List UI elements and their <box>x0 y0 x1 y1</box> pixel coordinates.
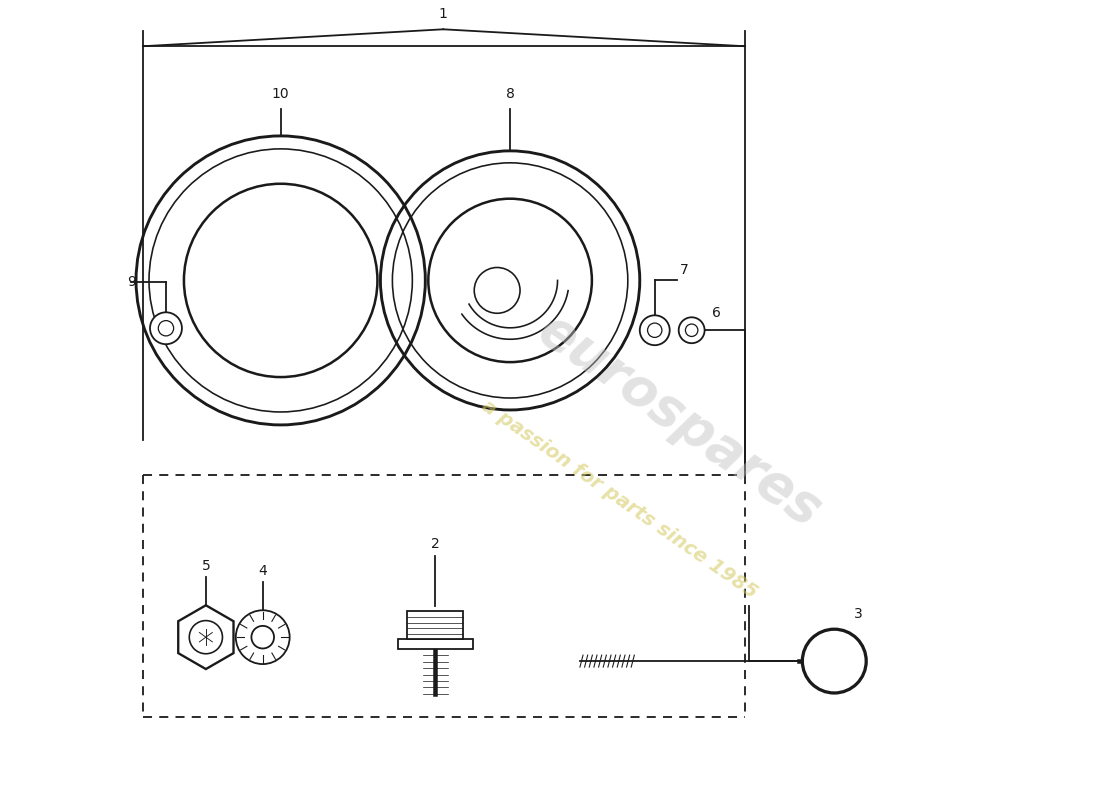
Bar <box>407 611 463 639</box>
Text: 4: 4 <box>258 564 267 578</box>
Text: 5: 5 <box>201 559 210 574</box>
Text: 7: 7 <box>680 263 689 278</box>
Polygon shape <box>178 606 233 669</box>
Text: 1: 1 <box>439 7 448 22</box>
Text: 8: 8 <box>506 87 515 101</box>
Text: 2: 2 <box>431 538 440 551</box>
Text: 10: 10 <box>272 87 289 101</box>
Text: 9: 9 <box>128 275 136 290</box>
Circle shape <box>235 610 289 664</box>
Text: 3: 3 <box>855 607 864 622</box>
Circle shape <box>802 630 866 693</box>
Circle shape <box>640 315 670 345</box>
Circle shape <box>150 312 182 344</box>
Circle shape <box>679 318 705 343</box>
Text: eurospares: eurospares <box>528 303 832 537</box>
Bar <box>397 639 473 649</box>
Text: 6: 6 <box>712 306 720 320</box>
Text: a passion for parts since 1985: a passion for parts since 1985 <box>478 397 761 602</box>
